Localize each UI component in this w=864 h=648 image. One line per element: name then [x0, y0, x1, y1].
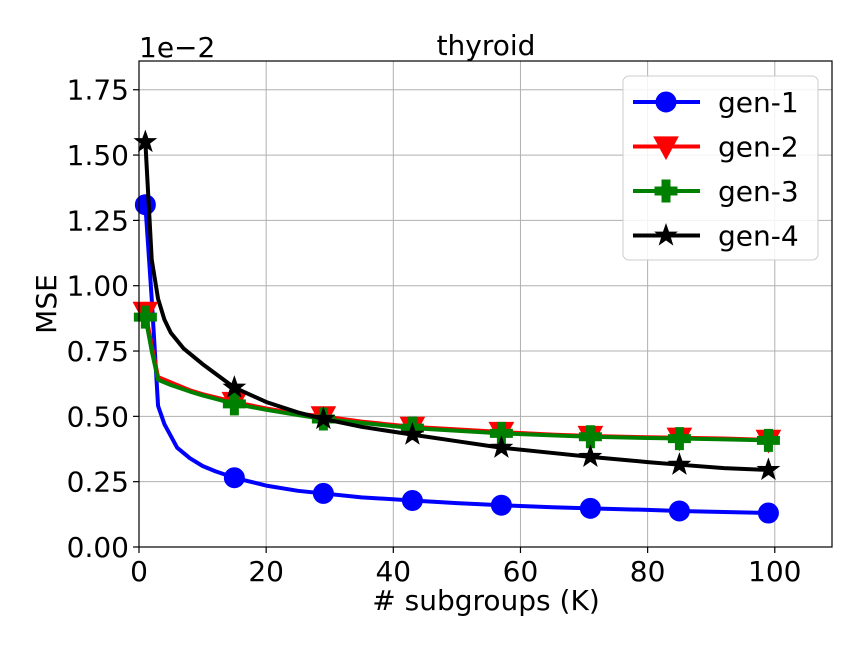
x-tick-label: 20 [248, 555, 284, 588]
series-line-gen-1 [143, 202, 771, 516]
data-point-gen-3 [667, 427, 691, 451]
data-point-gen-3 [578, 425, 602, 449]
data-point-gen-1 [579, 497, 601, 519]
y-tick-label: 1.25 [67, 204, 129, 237]
y-tick-label: 1.50 [67, 139, 129, 172]
data-point-gen-4 [133, 129, 158, 153]
data-point-gen-4 [578, 444, 603, 467]
data-point-gen-1 [223, 467, 245, 489]
y-tick-label: 0.00 [67, 531, 129, 564]
series-gen-3 [133, 305, 780, 452]
legend-entry-gen-4: gen-4 [633, 220, 799, 253]
y-tick-label: 1.00 [67, 270, 129, 303]
data-point-gen-4 [222, 375, 247, 398]
legend-box [622, 75, 819, 261]
data-point-gen-1 [668, 500, 690, 522]
y-tick-label: 0.75 [67, 335, 129, 368]
series-line-gen-2 [143, 309, 771, 442]
data-point-gen-1 [134, 194, 156, 216]
x-tick-label: 100 [748, 555, 801, 588]
data-point-gen-1 [757, 502, 779, 524]
data-point-gen-4 [756, 457, 781, 481]
ticks: 0 20 40 60 80 100 0.00 0.25 0.50 0.75 1.00 1.25 1.50… [67, 74, 802, 588]
legend-entry-gen-3: gen-3 [633, 175, 799, 208]
series-layer [132, 129, 782, 524]
series-gen-4 [133, 129, 781, 481]
legend-marker-gen-4 [654, 222, 678, 246]
legend-entry-gen-1: gen-1 [633, 86, 799, 119]
y-scale-label: 1e−2 [139, 31, 215, 64]
data-point-gen-4 [667, 452, 692, 475]
data-point-gen-4 [400, 422, 425, 445]
x-tick-label: 0 [130, 555, 148, 588]
data-point-gen-3 [756, 428, 780, 452]
series-gen-1 [134, 194, 779, 524]
data-point-gen-4 [311, 406, 336, 430]
legend-label-gen-2: gen-2 [718, 131, 799, 164]
data-point-gen-1 [312, 482, 334, 504]
legend-marker-gen-2 [653, 136, 679, 161]
legend-marker-gen-3 [654, 179, 678, 203]
legend-entry-gen-2: gen-2 [633, 131, 799, 164]
data-point-gen-3 [133, 305, 157, 329]
legend-marker-gen-1 [655, 91, 677, 113]
x-axis-label: # subgroups (K) [372, 584, 600, 617]
data-point-gen-1 [401, 489, 423, 511]
y-axis-label: MSE [30, 274, 63, 334]
y-tick-label: 0.50 [67, 400, 129, 433]
data-point-gen-4 [489, 435, 514, 458]
legend-label-gen-3: gen-3 [718, 175, 799, 208]
series-line-gen-3 [143, 315, 771, 443]
chart-title: thyroid [437, 29, 536, 62]
legend-label-gen-1: gen-1 [718, 86, 799, 119]
data-point-gen-3 [222, 392, 246, 416]
y-tick-label: 1.75 [67, 74, 129, 107]
legend-label-gen-4: gen-4 [718, 220, 799, 253]
x-tick-label: 60 [503, 555, 539, 588]
y-tick-label: 0.25 [67, 466, 129, 499]
x-tick-label: 80 [630, 555, 666, 588]
legend: gen-1 gen-2 gen-3 gen-4 [622, 75, 819, 261]
x-tick-label: 40 [375, 555, 411, 588]
plot-frame [138, 60, 833, 548]
data-point-gen-1 [490, 494, 512, 516]
